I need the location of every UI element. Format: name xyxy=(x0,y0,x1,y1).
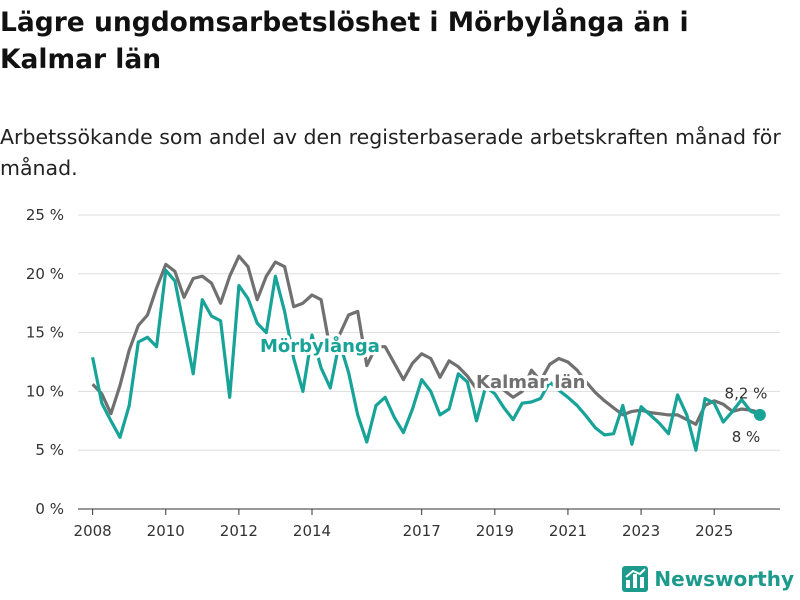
y-tick-label: 0 % xyxy=(35,500,64,518)
x-tick-label: 2025 xyxy=(695,522,733,540)
x-tick-label: 2008 xyxy=(74,522,112,540)
y-tick-label: 10 % xyxy=(26,382,64,400)
end-label-morbylanga: 8 % xyxy=(732,428,761,446)
series-line-morbylanga xyxy=(91,268,761,452)
x-tick-label: 2014 xyxy=(293,522,331,540)
x-tick-label: 2019 xyxy=(476,522,514,540)
line-chart: 0 %5 %10 %15 %20 %25 % 2008 2010 2012 2014 2… xyxy=(26,206,780,540)
series-label-morbylanga-halo: Mörbylånga xyxy=(260,335,380,357)
newsworthy-logo: Newsworthy xyxy=(622,566,794,592)
series-label-kalmar-lan-halo: Kalmar län xyxy=(476,372,585,393)
series-line-kalmar-lan xyxy=(91,254,761,426)
series-lines xyxy=(91,254,766,452)
end-point-morbylanga xyxy=(753,408,766,421)
chart-subtitle: Arbetssökande som andel av den registerb… xyxy=(0,125,781,180)
x-tick-label: 2023 xyxy=(622,522,660,540)
y-tick-label: 20 % xyxy=(26,265,64,283)
y-tick-label: 25 % xyxy=(26,206,64,224)
y-axis: 0 % 5 % 10 % 15 % 20 % 25 % xyxy=(26,206,64,518)
x-axis: 2008 2010 2012 2014 2017 2019 2021 2023 2025 xyxy=(74,509,733,540)
gridlines xyxy=(78,214,780,510)
x-tick-label: 2012 xyxy=(220,522,258,540)
x-tick-label: 2021 xyxy=(549,522,587,540)
bar-chart-logo-icon xyxy=(622,566,649,592)
chart-title: Lägre ungdomsarbetslöshet i Mörbylånga ä… xyxy=(0,7,689,75)
brand-name: Newsworthy xyxy=(654,567,794,591)
y-tick-label: 15 % xyxy=(26,324,64,342)
series-label-kalmar-lan: Kalmar län xyxy=(476,372,585,393)
x-tick-label: 2010 xyxy=(147,522,185,540)
series-label-morbylanga: Mörbylånga xyxy=(260,335,380,357)
x-tick-label: 2017 xyxy=(403,522,441,540)
y-tick-label: 5 % xyxy=(35,441,64,459)
end-label-kalmar-lan: 8,2 % xyxy=(725,385,768,403)
